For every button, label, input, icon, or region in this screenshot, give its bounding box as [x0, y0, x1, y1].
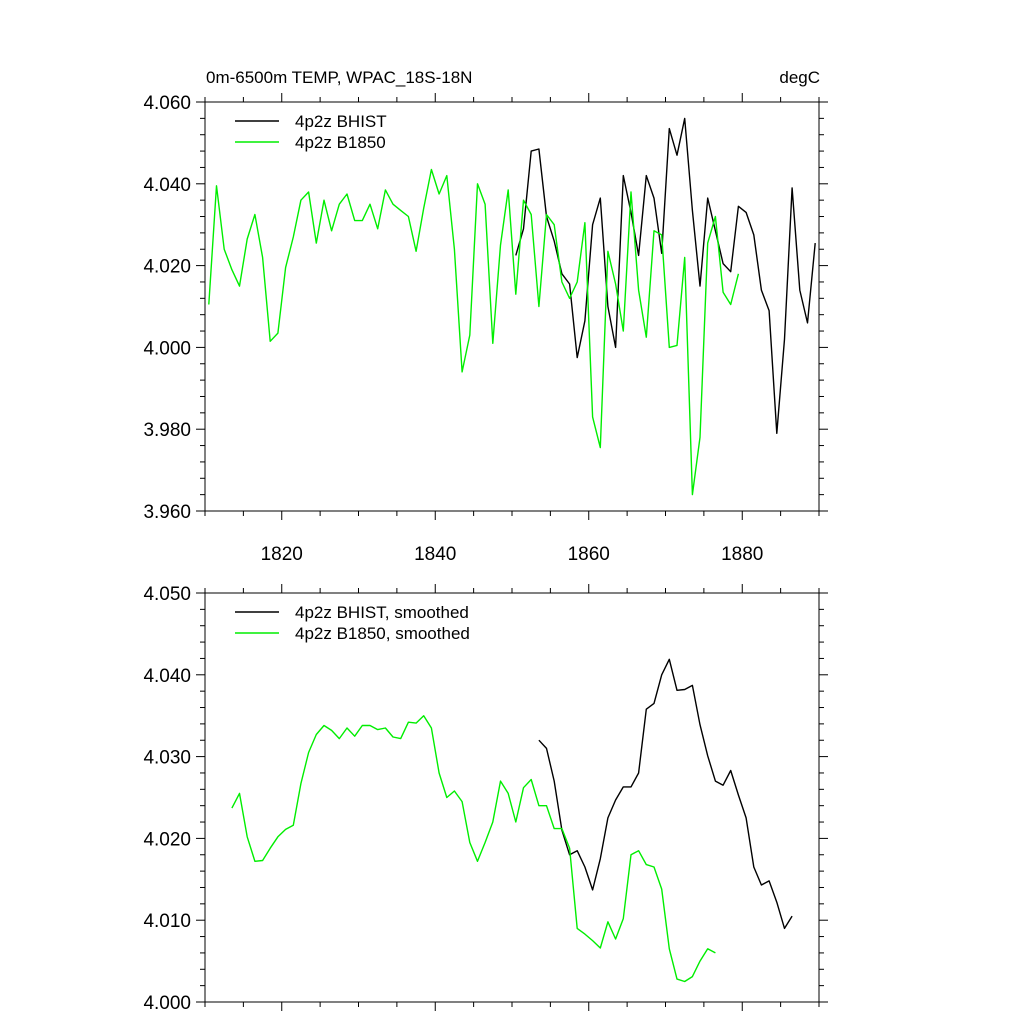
top-legend: 4p2z BHIST 4p2z B1850 — [235, 112, 387, 152]
legend-label: 4p2z BHIST, smoothed — [295, 603, 469, 622]
y-tick-label: 4.000 — [143, 338, 191, 359]
series-line-bhist — [538, 658, 793, 930]
y-tick-label: 4.010 — [143, 911, 191, 932]
legend-label: 4p2z BHIST — [295, 112, 387, 131]
series-line-bhist — [515, 117, 816, 434]
top-title-right: degC — [779, 68, 820, 87]
series-line-b1850 — [208, 168, 740, 496]
top-panel: 0m-6500m TEMP, WPAC_18S-18N degC 3.9603.… — [143, 68, 828, 565]
bottom-series-layer — [231, 658, 793, 983]
series-line-b1850 — [231, 715, 716, 983]
y-tick-label: 4.040 — [143, 666, 191, 687]
y-tick-label: 4.060 — [143, 93, 191, 114]
top-plot-frame — [204, 101, 820, 512]
y-tick-label: 4.050 — [143, 584, 191, 605]
y-tick-label: 3.960 — [143, 502, 191, 523]
legend-label: 4p2z B1850 — [295, 133, 386, 152]
y-tick-label: 4.030 — [143, 748, 191, 769]
y-tick-label: 4.000 — [143, 993, 191, 1014]
bottom-plot-frame — [204, 592, 820, 1003]
legend-label: 4p2z B1850, smoothed — [295, 624, 470, 643]
x-tick-label: 1820 — [261, 544, 303, 565]
bottom-panel: 4.000 4.010 4.020 4.030 4.040 4.050 4p2z BHIS… — [143, 584, 828, 1014]
y-tick-label: 4.020 — [143, 257, 191, 278]
x-tick-label: 1880 — [721, 544, 763, 565]
top-ticks: 3.960 3.980 4.000 4.020 4.040 4.060 1820 1840 18… — [143, 93, 828, 565]
top-series-layer — [208, 117, 816, 496]
x-tick-label: 1840 — [414, 544, 456, 565]
y-tick-label: 4.020 — [143, 829, 191, 850]
y-tick-label: 4.040 — [143, 175, 191, 196]
x-tick-label: 1860 — [568, 544, 610, 565]
top-title-left: 0m-6500m TEMP, WPAC_18S-18N — [206, 68, 472, 87]
bottom-ticks: 4.000 4.010 4.020 4.030 4.040 4.050 — [143, 584, 828, 1014]
bottom-legend: 4p2z BHIST, smoothed 4p2z B1850, smoothed — [235, 603, 470, 643]
y-tick-label: 3.980 — [143, 420, 191, 441]
